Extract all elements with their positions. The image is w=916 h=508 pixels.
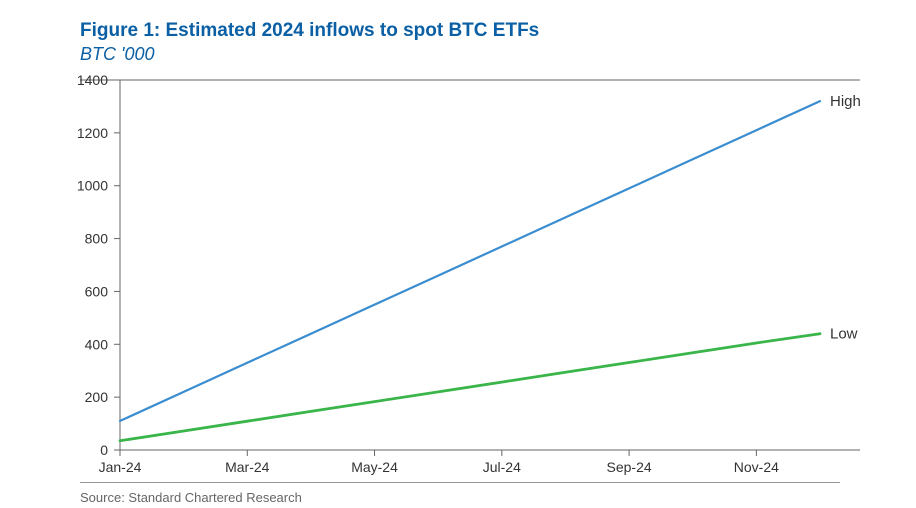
x-tick-label: Jul-24 <box>483 459 521 475</box>
y-tick-label: 1400 <box>77 72 108 88</box>
series-label-low: Low <box>830 326 858 343</box>
y-tick-label: 600 <box>85 283 109 299</box>
x-tick-label: Jan-24 <box>99 459 142 475</box>
y-tick-label: 1200 <box>77 125 108 141</box>
series-line-low <box>120 334 820 441</box>
y-tick-label: 0 <box>100 442 108 458</box>
x-tick-label: Nov-24 <box>734 459 779 475</box>
y-tick-label: 200 <box>85 389 109 405</box>
footer-divider <box>80 482 840 483</box>
x-tick-label: May-24 <box>351 459 398 475</box>
y-tick-label: 1000 <box>77 178 108 194</box>
x-tick-label: Sep-24 <box>607 459 652 475</box>
y-tick-label: 800 <box>85 231 109 247</box>
y-tick-label: 400 <box>85 336 109 352</box>
series-line-high <box>120 101 820 421</box>
x-tick-label: Mar-24 <box>225 459 270 475</box>
series-label-high: High <box>830 93 861 110</box>
line-chart: 0 200 400 600 800 1000 1200 1400 Jan-24 Mar-24 May… <box>0 0 916 508</box>
chart-source: Source: Standard Chartered Research <box>80 490 302 505</box>
